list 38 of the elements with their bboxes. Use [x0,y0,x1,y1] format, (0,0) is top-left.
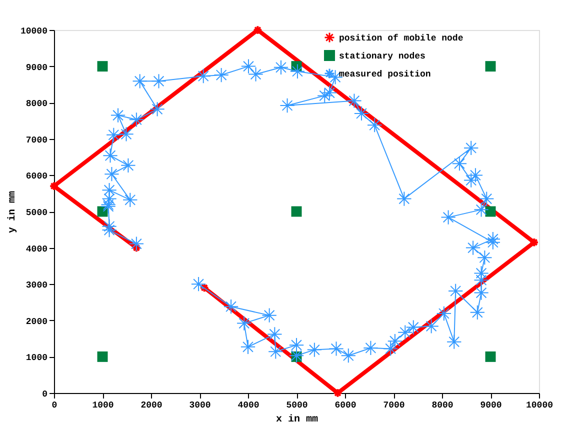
y-tick-label: 2000 [26,316,48,327]
y-tick-label: 0 [42,390,48,400]
x-axis-title: x in mm [276,414,318,426]
y-tick-label: 1000 [26,353,48,364]
legend-label: stationary nodes [339,52,426,62]
x-tick-label: 2000 [140,400,162,410]
y-axis-title: y in mm [6,190,18,234]
x-tick-label: 1000 [92,400,114,410]
y-tick-label: 9000 [26,62,48,73]
point [332,388,343,398]
y-tick-label: 3000 [26,280,48,291]
legend-label: measured position [339,70,431,80]
point [97,61,108,72]
point [199,282,210,293]
point [291,206,302,217]
x-tick-label: 0 [52,400,58,410]
y-tick-label: 10000 [20,26,48,36]
x-tick-label: 5000 [286,400,308,410]
y-tick-label: 7000 [26,135,48,146]
x-tick-label: 7000 [383,400,405,410]
y-tick-label: 8000 [26,99,48,110]
x-tick-label: 9000 [480,400,502,410]
point [132,242,142,253]
x-tick-label: 4000 [238,400,260,410]
point [97,351,108,362]
legend-label: position of mobile node [339,34,464,44]
y-tick-label: 6000 [26,172,48,182]
y-tick-label: 5000 [26,208,48,218]
x-tick-label: 6000 [334,400,356,410]
x-tick-label: 3000 [189,400,211,410]
point [252,25,263,35]
point [485,61,496,72]
point [529,237,540,248]
x-tick-label: 8000 [432,400,454,410]
y-tick-label: 4000 [26,244,48,254]
point [49,181,59,191]
point [485,351,496,362]
x-tick-label: 10000 [526,400,554,410]
